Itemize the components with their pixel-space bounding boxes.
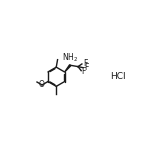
Text: NH$_2$: NH$_2$ [62,51,78,64]
Text: F: F [84,63,88,72]
Text: F: F [83,59,87,68]
Text: F: F [81,67,86,76]
Text: HCl: HCl [111,72,126,81]
Polygon shape [65,65,71,72]
Text: O: O [39,80,45,90]
